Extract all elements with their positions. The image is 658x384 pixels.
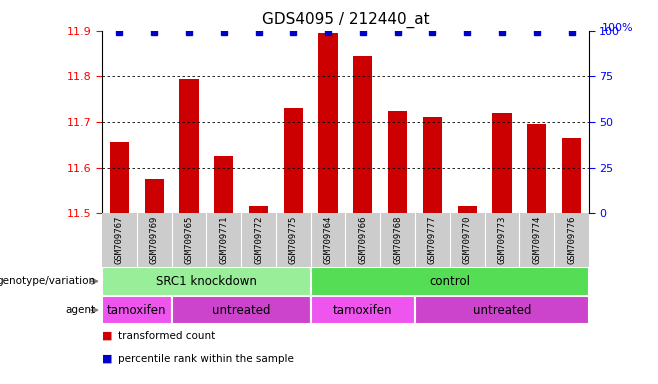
Text: GSM709769: GSM709769 (149, 216, 159, 264)
Bar (457, 206, 477, 213)
Y-axis label: 100%: 100% (602, 23, 634, 33)
Text: ■: ■ (102, 354, 113, 364)
Bar (102, 267, 311, 296)
Text: GSM709766: GSM709766 (359, 216, 367, 264)
Text: SRC1 knockdown: SRC1 knockdown (156, 275, 257, 288)
Bar (527, 124, 546, 213)
Text: GSM709773: GSM709773 (497, 216, 507, 264)
Text: GSM709772: GSM709772 (254, 216, 263, 264)
Bar (214, 156, 234, 213)
Bar (249, 206, 268, 213)
Text: genotype/variation: genotype/variation (0, 276, 95, 286)
Text: tamoxifen: tamoxifen (107, 304, 166, 316)
Text: GSM709767: GSM709767 (115, 216, 124, 264)
Bar (311, 267, 589, 296)
Bar (415, 296, 589, 324)
Text: GSM709771: GSM709771 (219, 216, 228, 264)
Text: tamoxifen: tamoxifen (333, 304, 393, 316)
Text: percentile rank within the sample: percentile rank within the sample (118, 354, 294, 364)
Text: GSM709764: GSM709764 (324, 216, 332, 264)
Bar (311, 296, 415, 324)
Text: agent: agent (65, 305, 95, 315)
Bar (388, 111, 407, 213)
Bar (318, 33, 338, 213)
Text: GSM709774: GSM709774 (532, 216, 542, 264)
Bar (492, 113, 511, 213)
Title: GDS4095 / 212440_at: GDS4095 / 212440_at (262, 12, 429, 28)
Text: transformed count: transformed count (118, 331, 216, 341)
Text: GSM709775: GSM709775 (289, 216, 298, 264)
Bar (353, 56, 372, 213)
Bar (423, 118, 442, 213)
Text: ■: ■ (102, 331, 113, 341)
Text: GSM709770: GSM709770 (463, 216, 472, 264)
Bar (562, 138, 581, 213)
Bar (172, 296, 311, 324)
Bar (284, 108, 303, 213)
Text: control: control (429, 275, 470, 288)
Bar (180, 79, 199, 213)
Text: GSM709765: GSM709765 (184, 216, 193, 264)
Text: GSM709768: GSM709768 (393, 216, 402, 264)
Text: untreated: untreated (212, 304, 270, 316)
Text: GSM709777: GSM709777 (428, 216, 437, 264)
Text: GSM709776: GSM709776 (567, 216, 576, 264)
Bar (110, 142, 129, 213)
Bar (145, 179, 164, 213)
Text: untreated: untreated (472, 304, 531, 316)
Bar (102, 296, 172, 324)
